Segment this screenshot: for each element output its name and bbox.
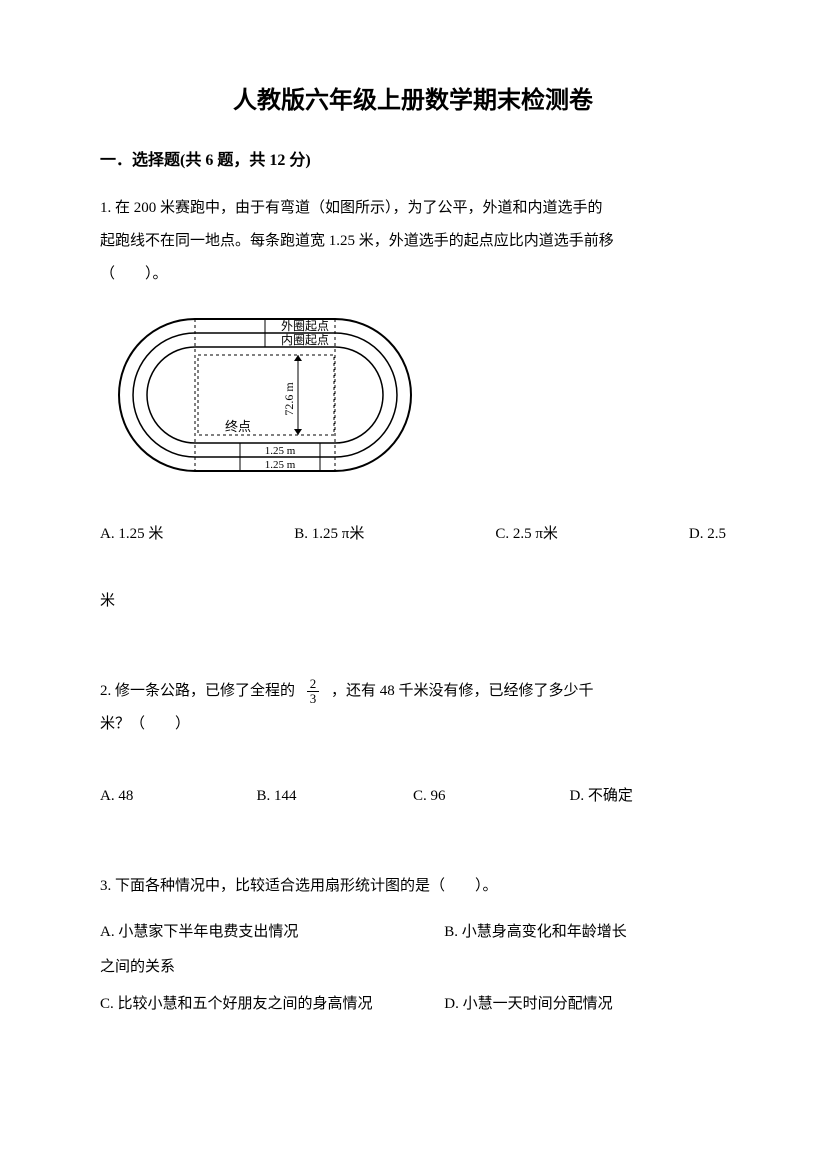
question-3: 3. 下面各种情况中，比较适合选用扇形统计图的是（ ）。 A. 小慧家下半年电费… [100,870,726,1018]
q2-option-a: A. 48 [100,783,238,810]
q3-option-b-line2: 之间的关系 [100,954,175,981]
q1-option-c: C. 2.5 π米 [495,521,558,548]
question-1: 1. 在 200 米赛跑中，由于有弯道（如图所示），为了公平，外道和内道选手的 … [100,192,726,615]
section-header: 一．选择题(共 6 题，共 12 分) [100,147,726,176]
q3-options: A. 小慧家下半年电费支出情况 B. 小慧身高变化和年龄增长 之间的关系 C. … [100,919,726,1018]
q3-text: 3. 下面各种情况中，比较适合选用扇形统计图的是（ ）。 [100,870,726,903]
q2-frac-den: 3 [307,692,320,706]
q2-fraction: 2 3 [307,677,320,707]
finish-label: 终点 [225,419,251,434]
q3-option-c: C. 比较小慧和五个好朋友之间的身高情况 [100,991,444,1018]
q2-after: ，还有 48 千米没有修，已经修了多少千 [331,683,594,699]
q1-option-d: D. 2.5 [689,521,726,548]
question-2: 2. 修一条公路，已修了全程的 2 3 ，还有 48 千米没有修，已经修了多少千… [100,675,726,810]
q2-options: A. 48 B. 144 C. 96 D. 不确定 [100,783,726,810]
q1-options: A. 1.25 米 B. 1.25 π米 C. 2.5 π米 D. 2.5 [100,521,726,548]
q1-line2: 起跑线不在同一地点。每条跑道宽 1.25 米，外道选手的起点应比内道选手前移 [100,233,614,249]
q1-option-a: A. 1.25 米 [100,521,163,548]
q2-line2: 米？（ ） [100,716,190,732]
q1-line3: （ ）。 [100,266,168,282]
inner-start-label: 内圈起点 [281,333,329,347]
page-title: 人教版六年级上册数学期末检测卷 [100,80,726,123]
q1-text: 1. 在 200 米赛跑中，由于有弯道（如图所示），为了公平，外道和内道选手的 … [100,192,726,291]
q3-option-a: A. 小慧家下半年电费支出情况 [100,919,444,946]
lane2-label: 1.25 m [265,459,296,471]
q1-line1: 1. 在 200 米赛跑中，由于有弯道（如图所示），为了公平，外道和内道选手的 [100,200,603,216]
q1-d-unit: 米 [100,588,726,615]
q2-option-d: D. 不确定 [570,783,727,810]
q1-option-b: B. 1.25 π米 [294,521,364,548]
outer-start-label: 外圈起点 [281,319,329,333]
lane1-label: 1.25 m [265,445,296,457]
q3-option-d: D. 小慧一天时间分配情况 [444,991,726,1018]
q2-frac-num: 2 [307,677,320,692]
track-diagram: 外圈起点 内圈起点 72.6 m 终点 1.25 m 1.25 m [110,307,726,497]
height-label: 72.6 m [282,382,296,416]
q2-option-c: C. 96 [413,783,551,810]
q2-text: 2. 修一条公路，已修了全程的 2 3 ，还有 48 千米没有修，已经修了多少千… [100,675,726,741]
q2-option-b: B. 144 [257,783,395,810]
q3-option-b-line1: B. 小慧身高变化和年龄增长 [444,919,726,946]
q2-before: 2. 修一条公路，已修了全程的 [100,683,295,699]
